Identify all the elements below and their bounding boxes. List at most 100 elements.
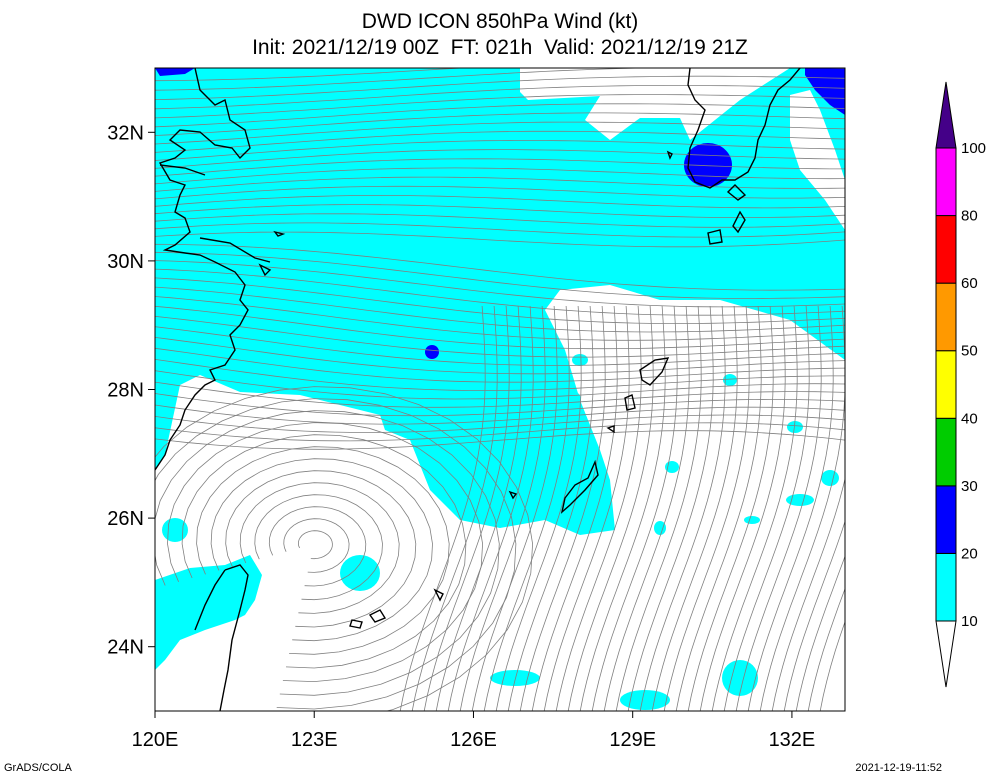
streamline xyxy=(155,422,845,442)
streamline xyxy=(196,446,450,655)
streamline xyxy=(495,305,582,711)
wind-patch xyxy=(821,470,839,486)
kume-island xyxy=(508,490,518,500)
streamline xyxy=(155,359,845,392)
streamline xyxy=(155,305,845,350)
streamline xyxy=(699,305,786,711)
wind-patch xyxy=(722,660,758,696)
colorbar-label: 60 xyxy=(961,275,978,292)
colorbar-bin xyxy=(935,485,957,554)
streamline xyxy=(399,305,486,711)
lat-tick-label: 32N xyxy=(107,122,144,144)
streamline xyxy=(155,204,845,218)
colorbar-bin xyxy=(935,215,957,284)
streamline xyxy=(283,518,350,573)
streamline xyxy=(155,194,845,209)
map-title: DWD ICON 850hPa Wind (kt) xyxy=(361,10,639,33)
colorbar-label: 50 xyxy=(961,343,978,360)
china-estuary-north xyxy=(159,164,206,176)
streamline xyxy=(155,68,469,82)
streamline xyxy=(297,530,333,560)
colorbar-label: 40 xyxy=(961,410,978,427)
streamline xyxy=(155,167,845,185)
streamline xyxy=(747,305,834,711)
longitude-axis: 120E 123E 126E 129E 132E xyxy=(132,711,815,751)
okinoerabu xyxy=(606,425,615,434)
kyushu-south xyxy=(726,184,747,201)
streamline xyxy=(483,305,570,711)
china-coastline xyxy=(155,68,251,471)
wind-patch xyxy=(572,354,588,366)
colorbar-bin xyxy=(935,552,957,622)
streamline xyxy=(711,305,798,711)
streamline xyxy=(155,149,845,169)
wind-band-10-20-taiwan xyxy=(155,555,262,670)
wind-patch xyxy=(340,555,380,591)
streamline xyxy=(155,414,845,433)
wind-patch xyxy=(744,516,760,524)
streamline xyxy=(663,305,750,711)
streamline xyxy=(567,305,654,711)
colorbar-label: 20 xyxy=(961,545,978,562)
streamline xyxy=(155,296,845,341)
hangzhou-bay xyxy=(199,237,271,263)
streamline xyxy=(155,213,845,228)
streamline xyxy=(155,231,845,248)
streamline xyxy=(435,305,522,711)
wind-band-10-20-main xyxy=(155,68,845,535)
wind-patch xyxy=(540,323,550,337)
lat-tick-label: 28N xyxy=(107,380,144,402)
kyushu-coastline xyxy=(687,68,801,189)
colorbar-label: 80 xyxy=(961,208,978,225)
footer-grads: GrADS/COLA xyxy=(4,762,72,774)
streamline xyxy=(254,494,383,601)
streamline xyxy=(155,286,845,333)
zhoushan-islands xyxy=(258,230,286,277)
streamline xyxy=(579,305,666,711)
colorbar-bin xyxy=(935,282,957,352)
wind-patch xyxy=(620,690,670,710)
streamline xyxy=(155,243,845,291)
streamline xyxy=(155,68,845,91)
streamline xyxy=(807,587,845,711)
streamline xyxy=(543,305,630,711)
colorbar-bin xyxy=(935,147,957,217)
colorbar-bottom-arrow xyxy=(935,620,957,688)
lat-tick-label: 24N xyxy=(107,637,144,659)
streamline xyxy=(615,305,702,711)
streamline xyxy=(687,305,774,711)
wind-band-20-30 xyxy=(155,68,195,76)
colorbar-label: 100 xyxy=(961,140,986,157)
streamline xyxy=(167,422,484,683)
lon-tick-label: 123E xyxy=(291,729,338,751)
colorbar-label: 10 xyxy=(961,613,978,630)
coastlines xyxy=(155,68,801,711)
jeju-island xyxy=(666,150,673,160)
okinawa-island xyxy=(560,459,599,514)
wind-band-20-30 xyxy=(805,68,845,115)
streamline xyxy=(531,305,618,711)
streamline xyxy=(210,458,433,642)
colorbar-label: 30 xyxy=(961,478,978,495)
streamline xyxy=(155,430,845,450)
wind-patch xyxy=(786,494,814,506)
streamline xyxy=(155,139,845,161)
lon-tick-label: 129E xyxy=(609,729,656,751)
calm-area xyxy=(790,90,845,230)
streamline xyxy=(795,555,845,711)
streamline xyxy=(423,305,510,711)
lon-tick-label: 126E xyxy=(450,729,497,751)
streamline xyxy=(155,398,517,710)
wind-band-20-30 xyxy=(425,345,439,359)
streamline xyxy=(155,260,845,308)
streamline xyxy=(675,305,762,711)
streamline xyxy=(155,75,845,100)
streamline xyxy=(155,315,845,358)
streamline xyxy=(759,305,845,711)
streamline xyxy=(507,305,594,711)
streamline xyxy=(447,305,534,711)
streamline xyxy=(155,404,845,425)
streamline xyxy=(155,121,845,145)
streamline xyxy=(627,305,714,711)
